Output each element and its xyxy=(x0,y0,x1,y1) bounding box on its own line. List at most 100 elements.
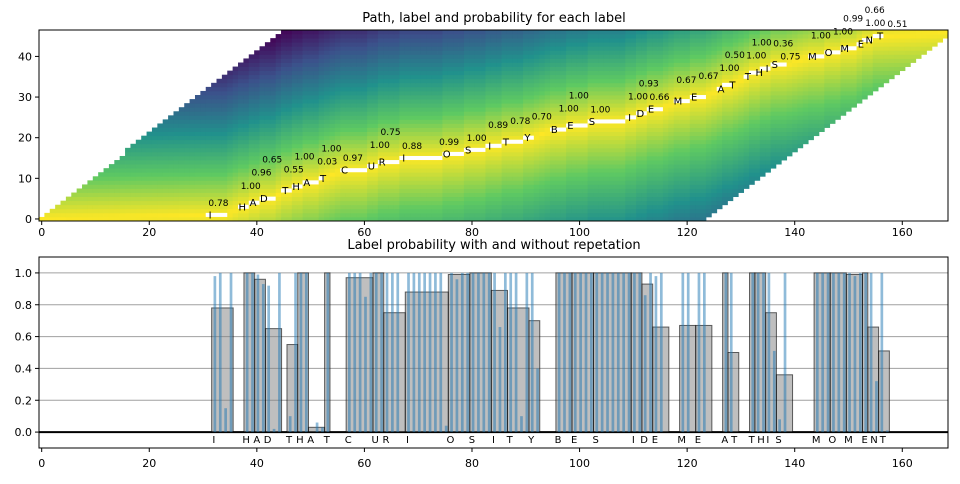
trellis-cell xyxy=(614,131,621,137)
trellis-cell xyxy=(189,212,196,218)
trellis-cell xyxy=(700,172,707,177)
trellis-cell xyxy=(673,78,680,84)
trellis-cell xyxy=(496,86,502,92)
trellis-cell xyxy=(168,164,174,169)
trellis-cell xyxy=(313,204,320,210)
trellis-cell xyxy=(393,172,400,177)
trellis-cell xyxy=(474,99,481,104)
trellis-cell xyxy=(447,143,454,149)
trellis-cell xyxy=(840,66,847,72)
trellis-cell xyxy=(442,204,449,210)
trellis-cell xyxy=(689,139,696,145)
trellis-cell xyxy=(76,188,83,193)
trellis-cell xyxy=(480,70,486,76)
trellis-cell xyxy=(216,208,223,214)
trellis-cell xyxy=(609,204,615,210)
trellis-cell xyxy=(738,74,745,80)
trellis-cell xyxy=(770,66,777,72)
trellis-cell xyxy=(506,123,513,128)
trellis-cell xyxy=(646,82,653,88)
trellis-cell xyxy=(544,103,551,108)
trellis-cell xyxy=(71,204,78,210)
trellis-cell xyxy=(668,192,675,198)
trellis-cell xyxy=(442,172,449,177)
trellis-cell xyxy=(162,155,169,161)
trellis-cell xyxy=(872,86,879,92)
trellis-cell xyxy=(259,143,266,149)
trellis-cell xyxy=(679,164,685,169)
trellis-cell xyxy=(463,103,470,108)
trellis-cell xyxy=(221,172,228,177)
trellis-cell xyxy=(307,103,314,108)
trellis-cell xyxy=(447,86,454,92)
trellis-cell xyxy=(340,58,346,63)
trellis-cell xyxy=(173,143,180,149)
trellis-cell xyxy=(765,58,771,63)
trellis-cell xyxy=(350,204,357,210)
trellis-cell xyxy=(243,74,250,80)
trellis-cell xyxy=(238,139,244,145)
trellis-cell xyxy=(410,99,416,104)
trellis-cell xyxy=(485,212,492,218)
trellis-cell xyxy=(754,107,761,112)
trellis-cell xyxy=(286,107,293,112)
trellis-cell xyxy=(420,119,427,124)
trellis-cell xyxy=(619,192,626,198)
trellis-cell xyxy=(200,208,207,214)
trellis-cell xyxy=(216,131,223,137)
trellis-cell xyxy=(447,180,454,185)
trellis-cell xyxy=(829,74,836,80)
trellis-cell xyxy=(716,66,723,72)
trellis-cell xyxy=(689,196,696,202)
trellis-cell xyxy=(437,119,443,124)
trellis-cell xyxy=(517,74,524,80)
trellis-cell xyxy=(329,66,336,72)
trellis-cell xyxy=(609,172,615,177)
trellis-cell xyxy=(200,160,207,165)
trellis-cell xyxy=(904,58,911,63)
trellis-cell xyxy=(689,155,696,161)
trellis-cell xyxy=(340,164,346,169)
trellis-cell xyxy=(442,90,449,96)
trellis-cell xyxy=(141,143,147,149)
trellis-cell xyxy=(555,131,562,137)
trellis-cell xyxy=(829,58,836,63)
trellis-cell xyxy=(329,204,336,210)
trellis-cell xyxy=(689,131,696,137)
trellis-cell xyxy=(205,143,212,149)
trellis-cell xyxy=(356,192,363,198)
trellis-cell xyxy=(625,139,632,145)
trellis-cell xyxy=(684,151,691,157)
trellis-cell xyxy=(555,188,562,193)
trellis-cell xyxy=(469,192,476,198)
trellis-cell xyxy=(539,143,545,149)
trellis-cell xyxy=(399,200,406,206)
trellis-cell xyxy=(695,204,701,210)
trellis-cell xyxy=(238,66,244,72)
trellis-cell xyxy=(818,58,825,63)
trellis-cell xyxy=(383,176,390,181)
trellis-cell xyxy=(775,155,782,161)
trellis-cell xyxy=(759,78,766,84)
trellis-cell xyxy=(738,90,745,96)
trellis-cell xyxy=(689,127,696,132)
trellis-cell xyxy=(313,188,320,193)
trellis-cell xyxy=(313,103,320,108)
trellis-cell xyxy=(275,135,282,141)
trellis-cell xyxy=(630,58,637,63)
trellis-cell xyxy=(458,127,465,132)
trellis-cell xyxy=(162,139,169,145)
trellis-cell xyxy=(754,135,761,141)
trellis-cell xyxy=(447,58,454,63)
trellis-cell xyxy=(689,78,696,84)
trellis-cell xyxy=(248,168,255,173)
trellis-cell xyxy=(162,147,169,153)
trellis-cell xyxy=(264,188,271,193)
trellis-cell xyxy=(646,78,653,84)
trellis-cell xyxy=(383,143,390,149)
trellis-cell xyxy=(243,90,250,96)
trellis-cell xyxy=(576,208,583,214)
trellis-cell xyxy=(184,212,190,218)
trellis-cell xyxy=(711,131,718,137)
trellis-cell xyxy=(232,95,239,100)
